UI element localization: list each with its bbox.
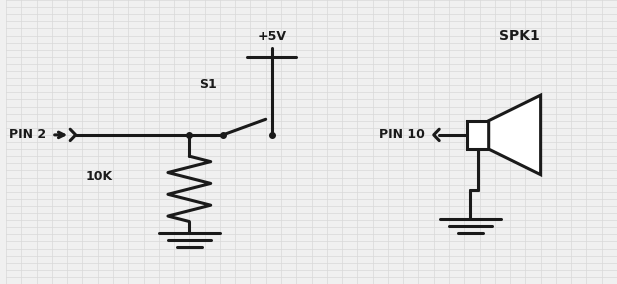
Text: SPK1: SPK1 <box>499 29 540 43</box>
Text: S1: S1 <box>199 78 217 91</box>
Text: PIN 2: PIN 2 <box>9 128 46 141</box>
Bar <box>467 121 489 149</box>
Polygon shape <box>489 95 540 175</box>
Text: PIN 10: PIN 10 <box>379 128 424 141</box>
Text: +5V: +5V <box>257 30 286 43</box>
Text: 10K: 10K <box>86 170 113 183</box>
